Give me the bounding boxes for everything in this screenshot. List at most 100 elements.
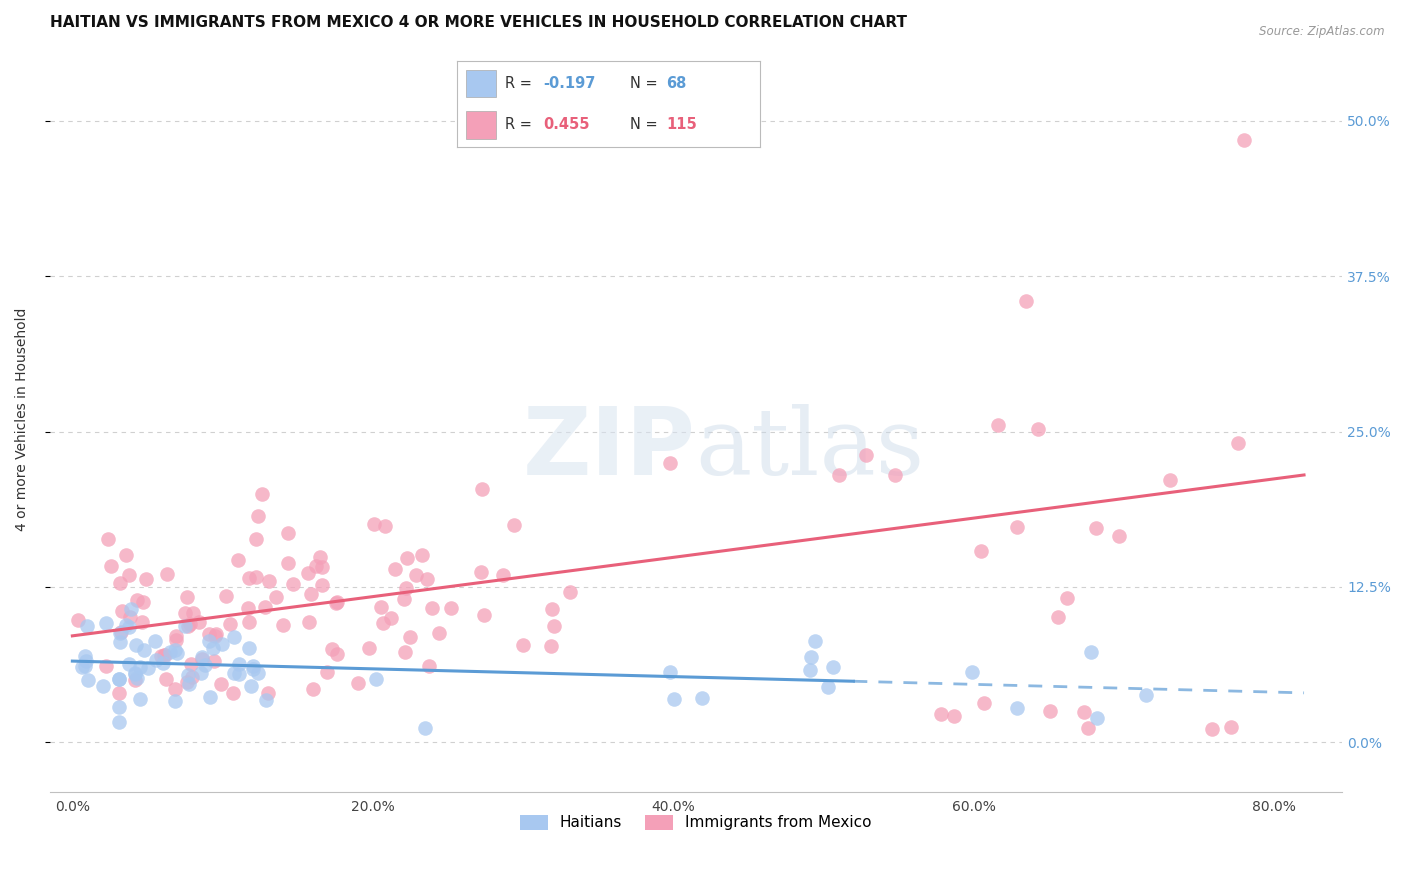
Point (416, 573, 439, 587)
Point (659, 456, 682, 470)
Point (238, 615, 260, 629)
Point (987, 417, 1010, 432)
Point (174, 618, 197, 632)
Point (492, 568, 515, 582)
Point (163, 681, 186, 696)
Point (198, 633, 221, 648)
Point (325, 596, 347, 610)
Point (108, 625, 131, 640)
Point (326, 647, 349, 661)
Point (418, 659, 440, 673)
Point (394, 645, 416, 659)
Point (266, 590, 288, 604)
Point (540, 639, 562, 653)
Point (163, 694, 186, 708)
Point (325, 595, 347, 609)
Point (165, 643, 187, 657)
Point (108, 672, 131, 686)
Point (155, 566, 177, 581)
Point (420, 600, 443, 615)
Point (118, 620, 141, 634)
Point (384, 562, 406, 576)
Point (347, 676, 370, 690)
Point (107, 699, 129, 714)
Point (118, 567, 141, 582)
Point (94, 658, 117, 673)
Point (277, 557, 299, 571)
Point (298, 615, 321, 630)
Point (110, 625, 132, 640)
Point (299, 587, 322, 601)
Point (1046, 610, 1069, 624)
Point (153, 648, 176, 662)
Point (128, 660, 150, 674)
Point (363, 517, 385, 532)
Point (125, 592, 148, 607)
Point (311, 560, 333, 574)
Point (1220, 720, 1243, 734)
Point (257, 574, 280, 589)
Point (364, 672, 387, 686)
Point (357, 641, 380, 656)
Point (1039, 704, 1062, 718)
Point (180, 670, 202, 684)
Point (690, 691, 713, 706)
Point (125, 638, 148, 652)
Point (502, 518, 524, 533)
Y-axis label: 4 or more Vehicles in Household: 4 or more Vehicles in Household (15, 308, 30, 531)
Point (242, 662, 264, 676)
Point (153, 648, 176, 662)
Point (222, 685, 245, 699)
Point (222, 630, 245, 644)
Point (277, 525, 299, 540)
Point (70, 660, 93, 674)
Point (219, 616, 242, 631)
Point (271, 618, 294, 632)
Point (374, 519, 396, 533)
Point (512, 638, 534, 652)
Point (1077, 721, 1099, 735)
Point (1135, 688, 1157, 702)
Point (884, 467, 907, 482)
Point (180, 657, 202, 671)
Point (205, 627, 228, 641)
Point (108, 714, 131, 729)
Point (245, 570, 267, 584)
Point (211, 637, 233, 651)
Point (190, 649, 212, 664)
Point (238, 640, 260, 655)
Point (132, 594, 155, 608)
Point (152, 656, 174, 670)
Point (1201, 723, 1223, 737)
Legend: Haitians, Immigrants from Mexico: Haitians, Immigrants from Mexico (515, 809, 877, 837)
Point (155, 672, 177, 686)
Point (1108, 528, 1130, 542)
Point (127, 671, 149, 685)
Point (77, 673, 100, 687)
Point (202, 640, 225, 655)
Point (246, 509, 269, 524)
Point (1227, 436, 1250, 450)
Point (198, 690, 221, 704)
Point (145, 653, 167, 667)
Point (165, 632, 187, 647)
Point (134, 643, 156, 657)
Point (100, 558, 122, 573)
Point (800, 649, 823, 664)
Point (76, 619, 98, 633)
Point (440, 600, 463, 615)
Point (1085, 711, 1108, 725)
Point (1056, 591, 1078, 606)
Point (236, 601, 259, 615)
Point (173, 607, 195, 621)
Point (970, 544, 993, 558)
Point (254, 693, 277, 707)
Point (973, 696, 995, 710)
Point (209, 677, 232, 691)
Point (91, 679, 114, 693)
Point (411, 549, 433, 563)
Point (257, 685, 280, 699)
Point (252, 487, 274, 501)
Point (159, 645, 181, 659)
Point (190, 665, 212, 680)
